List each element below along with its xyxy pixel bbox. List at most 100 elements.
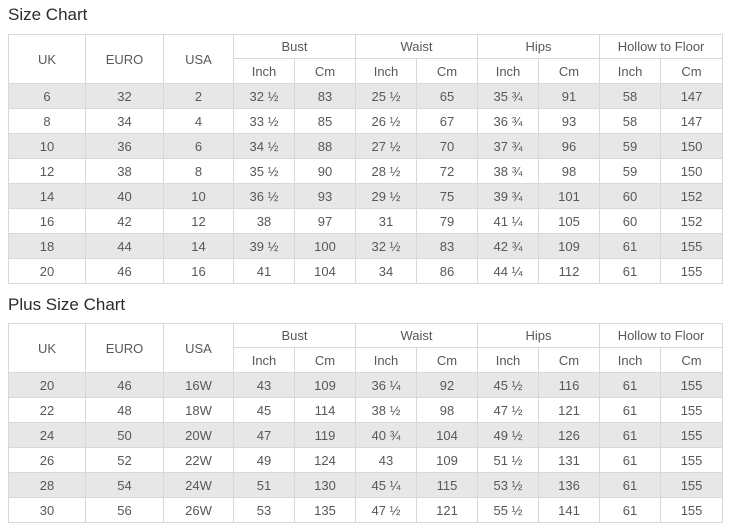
cell: 4 — [163, 108, 234, 134]
cell: 22W — [163, 447, 234, 473]
cell: 18 — [8, 233, 86, 259]
cell: 58 — [599, 108, 662, 134]
column-header-uk: UK — [8, 34, 86, 84]
cell: 104 — [293, 258, 357, 284]
group-header-bust: Bust — [232, 34, 357, 59]
cell: 112 — [538, 258, 601, 284]
cell: 26W — [163, 497, 234, 523]
cell: 155 — [660, 258, 724, 284]
cell: 40 — [85, 183, 164, 209]
table-row: 16 42 12 38 97 31 79 41 ¼ 105 60 152 — [8, 208, 724, 234]
cell: 92 — [416, 372, 479, 398]
cell: 155 — [660, 472, 724, 498]
group-header-waist: Waist — [355, 34, 479, 59]
table-header-group-row: UK EURO USA Bust Waist Hips Hollow to Fl… — [8, 34, 724, 84]
cell: 12 — [163, 208, 234, 234]
subheader-hips-inch: Inch — [477, 347, 540, 373]
cell: 83 — [416, 233, 479, 259]
cell: 141 — [538, 497, 601, 523]
subheader-bust-inch: Inch — [233, 58, 295, 84]
cell: 54 — [85, 472, 164, 498]
cell: 16 — [8, 208, 86, 234]
cell: 42 — [85, 208, 164, 234]
cell: 10 — [163, 183, 234, 209]
cell: 47 — [233, 422, 295, 448]
cell: 38 ½ — [355, 397, 418, 423]
subheader-hollow-inch: Inch — [599, 58, 662, 84]
column-header-uk: UK — [8, 323, 86, 373]
cell: 119 — [293, 422, 357, 448]
column-header-usa: USA — [163, 323, 234, 373]
cell: 61 — [599, 258, 662, 284]
cell: 28 ½ — [355, 158, 418, 184]
cell: 33 ½ — [233, 108, 295, 134]
cell: 20W — [163, 422, 234, 448]
cell: 155 — [660, 422, 724, 448]
cell: 45 ½ — [477, 372, 540, 398]
table-row: 22 48 18W 45 114 38 ½ 98 47 ½ 121 61 155 — [8, 397, 724, 423]
cell: 91 — [538, 83, 601, 109]
cell: 14 — [163, 233, 234, 259]
cell: 150 — [660, 133, 724, 159]
subheader-waist-cm: Cm — [416, 58, 479, 84]
subheader-hollow-cm: Cm — [660, 58, 724, 84]
table-row: 18 44 14 39 ½ 100 32 ½ 83 42 ¾ 109 61 155 — [8, 233, 724, 259]
cell: 6 — [8, 83, 86, 109]
cell: 136 — [538, 472, 601, 498]
cell: 155 — [660, 397, 724, 423]
cell: 51 — [233, 472, 295, 498]
size-chart-table: UK EURO USA Bust Waist Hips Hollow to Fl… — [8, 34, 724, 284]
cell: 52 — [85, 447, 164, 473]
cell: 115 — [416, 472, 479, 498]
cell: 36 — [85, 133, 164, 159]
subheader-bust-cm: Cm — [293, 58, 357, 84]
cell: 155 — [660, 497, 724, 523]
cell: 61 — [599, 447, 662, 473]
cell: 34 ½ — [233, 133, 295, 159]
table-row: 20 46 16W 43 109 36 ¼ 92 45 ½ 116 61 155 — [8, 372, 724, 398]
cell: 114 — [293, 397, 357, 423]
cell: 61 — [599, 472, 662, 498]
cell: 32 ½ — [355, 233, 418, 259]
cell: 22 — [8, 397, 86, 423]
cell: 100 — [293, 233, 357, 259]
cell: 16 — [163, 258, 234, 284]
cell: 130 — [293, 472, 357, 498]
cell: 43 — [233, 372, 295, 398]
cell: 155 — [660, 372, 724, 398]
cell: 105 — [538, 208, 601, 234]
cell: 49 ½ — [477, 422, 540, 448]
subheader-hips-inch: Inch — [477, 58, 540, 84]
cell: 61 — [599, 233, 662, 259]
cell: 85 — [293, 108, 357, 134]
cell: 97 — [293, 208, 357, 234]
cell: 93 — [293, 183, 357, 209]
cell: 109 — [538, 233, 601, 259]
subheader-waist-cm: Cm — [416, 347, 479, 373]
cell: 124 — [293, 447, 357, 473]
cell: 60 — [599, 183, 662, 209]
subheader-hips-cm: Cm — [538, 347, 601, 373]
cell: 67 — [416, 108, 479, 134]
table-header-sub-row: Inch Cm Inch Cm Inch Cm Inch Cm — [9, 58, 724, 84]
subheader-hollow-inch: Inch — [599, 347, 662, 373]
cell: 155 — [660, 447, 724, 473]
cell: 38 — [85, 158, 164, 184]
subheader-waist-inch: Inch — [355, 58, 418, 84]
cell: 30 — [8, 497, 86, 523]
cell: 31 — [355, 208, 418, 234]
cell: 104 — [416, 422, 479, 448]
cell: 42 ¾ — [477, 233, 540, 259]
cell: 46 — [85, 372, 164, 398]
cell: 39 ¾ — [477, 183, 540, 209]
cell: 86 — [416, 258, 479, 284]
table-row: 24 50 20W 47 119 40 ¾ 104 49 ½ 126 61 155 — [8, 422, 724, 448]
cell: 32 — [85, 83, 164, 109]
cell: 45 ¼ — [355, 472, 418, 498]
cell: 45 — [233, 397, 295, 423]
cell: 35 ½ — [233, 158, 295, 184]
table-row: 30 56 26W 53 135 47 ½ 121 55 ½ 141 61 155 — [8, 497, 724, 523]
cell: 38 — [233, 208, 295, 234]
size-chart-title: Size Chart — [8, 5, 88, 24]
